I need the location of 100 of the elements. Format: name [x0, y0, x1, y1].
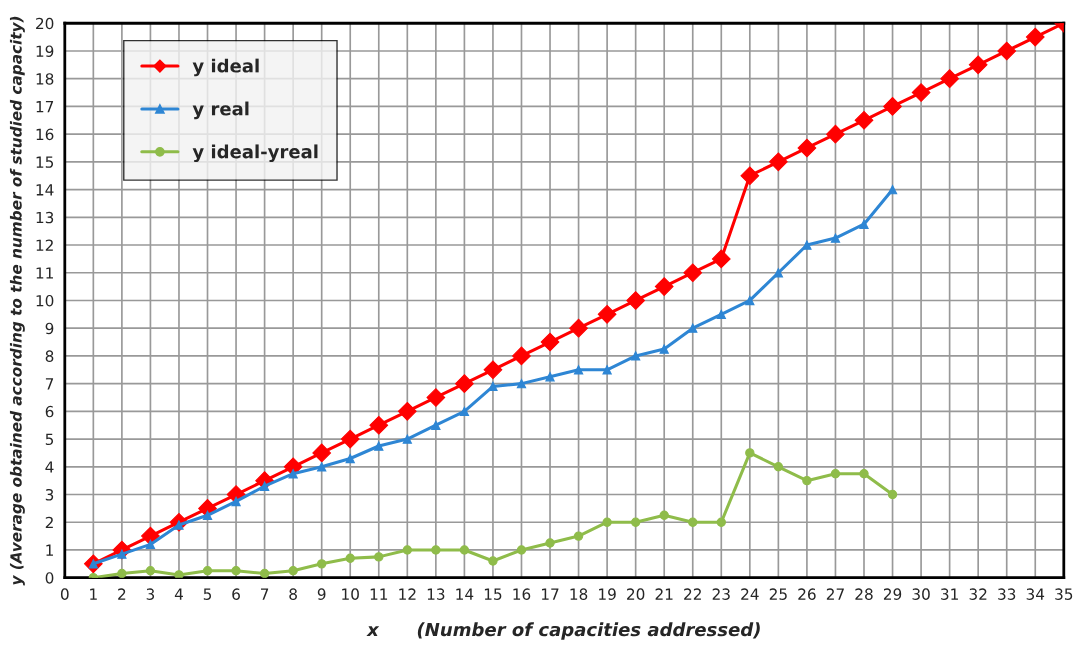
point — [540, 332, 560, 352]
point — [602, 517, 612, 527]
point — [688, 323, 698, 333]
point — [259, 481, 270, 491]
point — [374, 441, 384, 451]
point — [769, 152, 788, 172]
x-tick-label: 19 — [599, 588, 616, 600]
point — [402, 545, 412, 555]
x-tick-label: 34 — [1026, 588, 1045, 600]
point — [202, 510, 213, 520]
x-tick-label: 21 — [655, 588, 673, 600]
point — [659, 344, 669, 354]
point — [317, 559, 327, 569]
point — [773, 268, 784, 278]
y-tick-label: 9 — [45, 322, 54, 335]
point — [569, 318, 588, 338]
point — [854, 110, 874, 130]
point — [231, 496, 241, 507]
x-tick-label: 20 — [627, 588, 645, 600]
x-tick-label: 8 — [289, 588, 297, 600]
point — [573, 365, 584, 375]
point — [455, 374, 474, 393]
y-tick-label: 11 — [36, 267, 53, 279]
y-tick-label: 5 — [45, 433, 54, 446]
point — [859, 219, 869, 229]
x-tick-label: 13 — [427, 588, 445, 600]
x-tick-label: 9 — [317, 588, 326, 600]
x-tick-label: 5 — [203, 588, 212, 600]
x-tick-label: 22 — [684, 588, 701, 600]
x-tick-label: 31 — [941, 588, 958, 600]
x-tick-label: 4 — [174, 588, 183, 600]
point — [883, 97, 902, 116]
point — [802, 475, 812, 486]
point — [374, 552, 384, 562]
x-tick-label: 24 — [741, 588, 759, 600]
y-tick-label: 17 — [36, 101, 54, 113]
point — [512, 346, 531, 366]
legend-label: y ideal-yreal — [192, 144, 318, 163]
point — [488, 381, 498, 392]
x-tick-label: 29 — [883, 588, 902, 600]
x-tick-label: 25 — [769, 588, 787, 600]
x-tick-label: 35 — [1055, 588, 1073, 600]
y-tick-label: 13 — [36, 211, 54, 224]
point — [626, 291, 646, 310]
point — [745, 295, 755, 306]
point — [630, 517, 641, 527]
point — [797, 138, 817, 158]
x-tick-label: 18 — [570, 588, 588, 600]
point — [174, 570, 184, 578]
point — [997, 41, 1017, 61]
y-tick-label: 8 — [45, 350, 54, 362]
point — [602, 365, 612, 375]
y-tick-label: 6 — [45, 405, 54, 418]
x-axis-title: x (Number of capacities addressed) — [366, 622, 760, 640]
point — [887, 184, 898, 195]
x-tick-label: 10 — [342, 588, 359, 600]
point — [397, 401, 417, 421]
y-tick-label: 1 — [46, 544, 53, 556]
point — [826, 124, 845, 144]
y-tick-label: 3 — [45, 488, 54, 501]
x-tick-label: 6 — [232, 588, 240, 600]
y-tick-label: 18 — [36, 73, 54, 85]
y-tick-label: 15 — [36, 156, 54, 168]
point — [202, 566, 213, 576]
y-tick-label: 14 — [36, 184, 54, 196]
x-tick-label: 33 — [998, 588, 1016, 600]
point — [773, 462, 784, 472]
point — [402, 434, 412, 444]
point — [654, 277, 674, 296]
x-tick-label: 11 — [370, 588, 388, 600]
point — [145, 566, 156, 576]
point — [459, 545, 470, 555]
point — [659, 510, 669, 520]
point — [369, 415, 389, 435]
point — [431, 420, 441, 430]
point — [545, 538, 555, 548]
point — [288, 469, 298, 479]
x-tick-label: 15 — [484, 588, 502, 600]
point — [597, 304, 617, 324]
x-tick-label: 0 — [60, 588, 69, 600]
x-tick-label: 28 — [855, 588, 873, 600]
y-tick-label: 0 — [45, 572, 54, 584]
x-tick-label: 2 — [118, 588, 126, 600]
point — [630, 351, 641, 361]
point — [940, 69, 959, 89]
legend-label: y real — [192, 101, 249, 120]
point — [745, 448, 755, 458]
point — [117, 568, 127, 578]
point — [345, 553, 355, 563]
x-tick-label: 27 — [826, 588, 844, 600]
point — [545, 372, 555, 382]
point — [830, 469, 841, 479]
x-tick-label: 32 — [969, 588, 987, 600]
point — [711, 249, 731, 269]
point — [317, 462, 327, 472]
y-tick-label: 20 — [36, 17, 54, 30]
point — [968, 55, 988, 75]
point — [802, 240, 812, 250]
point — [345, 453, 355, 464]
x-tick-label: 12 — [399, 588, 416, 600]
